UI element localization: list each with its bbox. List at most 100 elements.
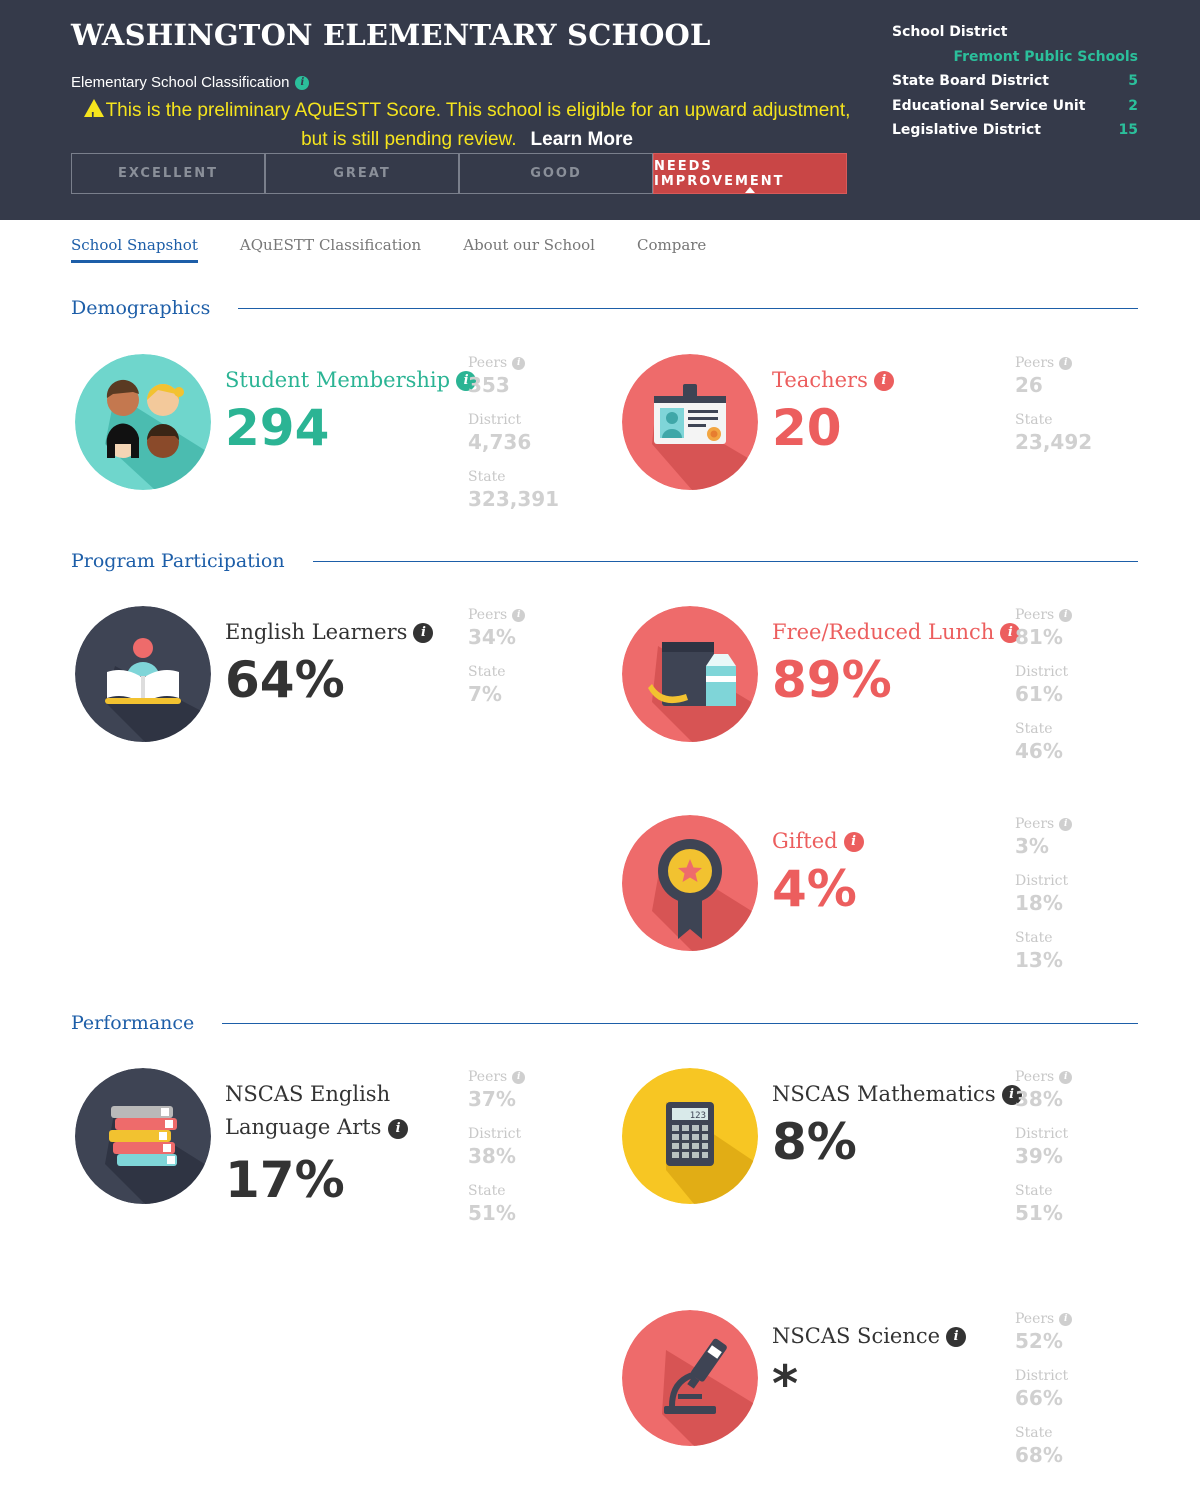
metric-gifted: Gifted i 4% Peers i 3% District 18% State 13… xyxy=(622,815,1142,985)
comparison-stats: Peers i 353 District 4,736 State 323,391 xyxy=(468,354,578,525)
district-label: District xyxy=(1015,1126,1069,1142)
award-ribbon-icon xyxy=(622,815,758,951)
state-label: State xyxy=(1015,1183,1053,1199)
metric-label: Free/Reduced Lunch i xyxy=(772,616,1021,649)
classification-label: Elementary School Classification i xyxy=(71,74,310,91)
state-value: 51% xyxy=(1015,1201,1063,1225)
peers-value: 38% xyxy=(1015,1087,1063,1111)
peers-label: Peers xyxy=(1015,355,1055,371)
info-icon[interactable]: i xyxy=(512,1070,526,1084)
peers-label: Peers xyxy=(1015,1069,1055,1085)
comparison-stats: Peers i 38% District 39% State 51% xyxy=(1015,1068,1125,1239)
metric-value: 17% xyxy=(225,1151,345,1209)
state-value: 51% xyxy=(468,1201,516,1225)
info-icon[interactable]: i xyxy=(1001,1084,1022,1105)
info-icon[interactable]: i xyxy=(1059,608,1073,622)
esu-label: Educational Service Unit xyxy=(892,97,1086,114)
section-divider xyxy=(238,307,1138,309)
metric-label: NSCAS Mathematics i xyxy=(772,1078,1022,1111)
district-value: 66% xyxy=(1015,1386,1063,1410)
metric-label-text: Free/Reduced Lunch xyxy=(772,620,995,644)
metric-label-line-2: Language Arts xyxy=(225,1115,382,1139)
info-icon[interactable]: i xyxy=(1000,622,1021,643)
section-divider xyxy=(312,560,1138,562)
notice-line-1: This is the preliminary AQuESTT Score. T… xyxy=(105,100,851,121)
section-title: Program Participation xyxy=(71,550,285,572)
info-icon[interactable]: i xyxy=(295,75,310,90)
metric-label: Student Membership i xyxy=(225,364,477,397)
peers-label: Peers xyxy=(468,1069,508,1085)
info-icon[interactable]: i xyxy=(1059,1312,1073,1326)
info-icon[interactable]: i xyxy=(1059,1070,1073,1084)
district-value: 18% xyxy=(1015,891,1063,915)
metric-label-text: NSCAS Mathematics xyxy=(772,1082,996,1106)
state-label: State xyxy=(1015,1425,1053,1441)
metric-nscas-ela: NSCAS English Language Arts i 17% Peers i… xyxy=(75,1068,595,1238)
info-icon[interactable]: i xyxy=(456,370,477,391)
info-icon[interactable]: i xyxy=(413,622,434,643)
classification-text: Elementary School Classification xyxy=(71,74,290,91)
peers-value: 81% xyxy=(1015,625,1063,649)
rating-needs-improvement[interactable]: NEEDS IMPROVEMENT xyxy=(653,153,847,194)
tab-compare[interactable]: Compare xyxy=(636,236,707,254)
metric-label-text: NSCAS Science xyxy=(772,1324,941,1348)
school-title: WASHINGTON ELEMENTARY SCHOOL xyxy=(71,18,711,52)
school-district-label: School District xyxy=(892,24,1008,41)
metric-label-text: English Learners xyxy=(225,620,408,644)
tab-aquestt-classification[interactable]: AQuESTT Classification xyxy=(239,236,422,254)
comparison-stats: Peers i 3% District 18% State 13% xyxy=(1015,815,1125,986)
peers-label: Peers xyxy=(468,607,508,623)
info-icon[interactable]: i xyxy=(1059,356,1073,370)
metric-teachers: Teachers i 20 Peers i 26 State 23,492 xyxy=(622,354,1142,524)
metric-label: Gifted i xyxy=(772,825,864,858)
state-value: 323,391 xyxy=(468,487,560,511)
rating-good[interactable]: GOOD xyxy=(459,153,653,194)
tab-about-our-school[interactable]: About our School xyxy=(463,236,595,254)
section-title: Demographics xyxy=(71,297,211,319)
district-label: District xyxy=(1015,873,1069,889)
info-icon[interactable]: i xyxy=(843,831,864,852)
district-value: 61% xyxy=(1015,682,1063,706)
peers-label: Peers xyxy=(468,355,508,371)
state-value: 23,492 xyxy=(1015,430,1093,454)
students-faces-icon xyxy=(75,354,211,490)
info-icon[interactable]: i xyxy=(388,1118,409,1139)
metric-value: 64% xyxy=(225,651,345,709)
id-badge-icon xyxy=(622,354,758,490)
state-label: State xyxy=(468,469,506,485)
section-divider xyxy=(222,1022,1138,1024)
rating-great[interactable]: GREAT xyxy=(265,153,459,194)
info-icon[interactable]: i xyxy=(512,356,526,370)
rating-excellent[interactable]: EXCELLENT xyxy=(71,153,265,194)
learn-more-link[interactable]: Learn More xyxy=(530,129,633,150)
tab-school-snapshot[interactable]: School Snapshot xyxy=(71,236,198,263)
metric-value: 20 xyxy=(772,399,842,457)
state-label: State xyxy=(1015,721,1053,737)
metric-value: 89% xyxy=(772,651,892,709)
info-icon[interactable]: i xyxy=(512,608,526,622)
state-board-label: State Board District xyxy=(892,73,1049,90)
district-info: School District Fremont Public Schools S… xyxy=(892,20,1138,143)
metric-student-membership: Student Membership i 294 Peers i 353 Distr… xyxy=(75,354,595,524)
state-value: 46% xyxy=(1015,739,1063,763)
peers-label: Peers xyxy=(1015,607,1055,623)
peers-value: 26 xyxy=(1015,373,1043,397)
metric-free-reduced-lunch: Free/Reduced Lunch i 89% Peers i 81% Distr… xyxy=(622,606,1142,776)
peers-value: 37% xyxy=(468,1087,516,1111)
book-stack-icon xyxy=(75,1068,211,1204)
metric-label: NSCAS Science i xyxy=(772,1320,967,1353)
info-icon[interactable]: i xyxy=(1059,817,1073,831)
district-label: District xyxy=(1015,664,1069,680)
peers-value: 34% xyxy=(468,625,516,649)
metric-label-line-1: NSCAS English xyxy=(225,1082,391,1106)
metric-value: 8% xyxy=(772,1113,857,1171)
peers-value: 353 xyxy=(468,373,510,397)
info-icon[interactable]: i xyxy=(946,1326,967,1347)
state-value: 7% xyxy=(468,682,502,706)
metric-value: 294 xyxy=(225,399,330,457)
comparison-stats: Peers i 34% State 7% xyxy=(468,606,578,720)
metric-label-text: Student Membership xyxy=(225,368,451,392)
state-label: State xyxy=(468,1183,506,1199)
info-icon[interactable]: i xyxy=(873,370,894,391)
comparison-stats: Peers i 37% District 38% State 51% xyxy=(468,1068,578,1239)
